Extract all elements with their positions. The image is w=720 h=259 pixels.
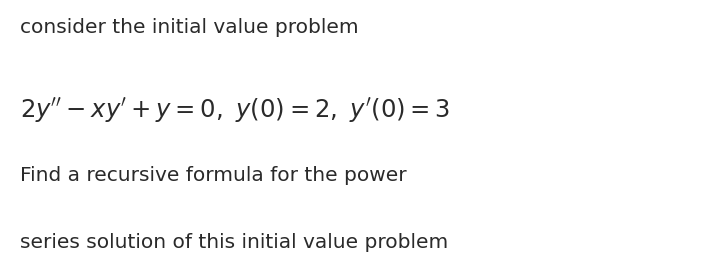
Text: series solution of this initial value problem: series solution of this initial value pr…: [20, 233, 449, 252]
Text: Find a recursive formula for the power: Find a recursive formula for the power: [20, 166, 407, 185]
Text: consider the initial value problem: consider the initial value problem: [20, 18, 359, 37]
Text: $2y'' - xy' + y = 0,\ y(0) = 2,\ y'(0) = 3$: $2y'' - xy' + y = 0,\ y(0) = 2,\ y'(0) =…: [20, 96, 450, 125]
